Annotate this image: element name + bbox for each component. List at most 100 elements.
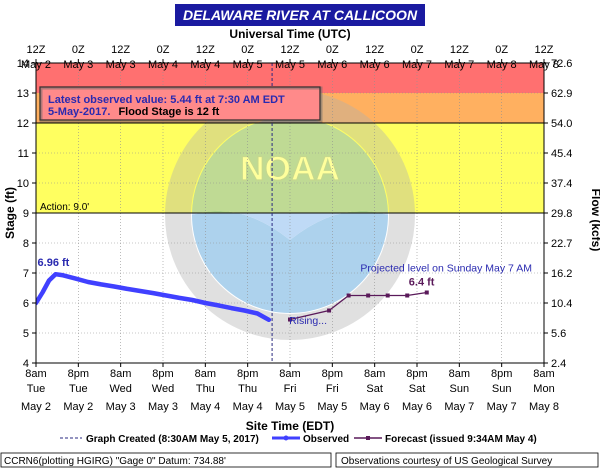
stage-tick-label: 9: [23, 208, 29, 220]
observed-peak-label: 6.96 ft: [38, 257, 70, 269]
observed-point: [177, 296, 182, 300]
time-tick-hour: 8pm: [152, 368, 173, 380]
time-tick-date: May 7: [487, 401, 517, 413]
time-tick-day: Tue: [27, 383, 46, 395]
time-tick-day: Sun: [492, 383, 512, 395]
flow-tick-label: 72.6: [551, 58, 572, 70]
utc-tick-hour: 0Z: [495, 44, 508, 56]
legend-created-label: Graph Created (8:30AM May 5, 2017): [86, 434, 259, 445]
time-tick-day: Thu: [238, 383, 257, 395]
annotations: 6.96 ft 6.4 ft Projected level on Sunday M…: [38, 257, 532, 327]
title-banner: [175, 4, 425, 26]
footer-credit-box: [335, 452, 599, 468]
stage-tick-label: 14: [17, 58, 29, 70]
time-tick-hour: 8pm: [68, 368, 89, 380]
top-axis-title: Universal Time (UTC): [229, 27, 350, 41]
observed-point: [203, 301, 208, 305]
bottom-axis-title: Site Time (EDT): [246, 419, 334, 433]
observed-point: [47, 278, 51, 283]
stage-tick-label: 11: [18, 148, 29, 160]
time-tick-date: May 6: [360, 401, 390, 413]
legend-forecast-label: Forecast (issued 9:34AM May 4): [385, 434, 537, 445]
observed-point: [138, 289, 143, 293]
forecast-point: [385, 293, 390, 298]
utc-tick-date: May 4: [190, 59, 220, 71]
flow-tick-label: 5.6: [551, 328, 566, 340]
rising-label: Rising...: [289, 315, 327, 327]
stage-tick-label: 7: [23, 268, 29, 280]
stage-tick-label: 10: [17, 178, 29, 190]
time-tick-date: May 4: [233, 401, 263, 413]
time-tick-hour: 8am: [449, 368, 470, 380]
time-tick-hour: 8am: [364, 368, 385, 380]
time-tick-date: May 8: [529, 401, 559, 413]
observed-point: [255, 311, 260, 316]
utc-tick-hour: 12Z: [27, 44, 46, 56]
right-axis-title: Flow (kcfs): [589, 189, 600, 252]
utc-tick-date: May 4: [148, 59, 178, 71]
time-tick-date: May 7: [444, 401, 474, 413]
forecast-point: [327, 308, 332, 313]
utc-tick-hour: 12Z: [365, 44, 384, 56]
utc-tick-date: May 6: [360, 59, 390, 71]
flow-tick-label: 10.4: [551, 298, 572, 310]
utc-tick-hour: 12Z: [450, 44, 469, 56]
legend-observed-label: Observed: [303, 434, 349, 445]
observed-point: [242, 308, 247, 313]
axes: 4 5 6 7 8 9 10 11 12 13 14 2.4 5.6 10.4 16.2 22.7 29.8 37…: [17, 44, 573, 413]
time-tick-day: Tue: [69, 383, 88, 395]
forecast-end-label: 6.4 ft: [409, 277, 435, 289]
time-tick-hour: 8pm: [491, 368, 512, 380]
observed-point: [190, 298, 195, 302]
utc-tick-date: May 5: [275, 59, 305, 71]
observed-point: [112, 284, 116, 289]
time-tick-day: Sat: [409, 383, 426, 395]
observed-point: [229, 306, 234, 310]
stage-tick-label: 5: [23, 328, 29, 340]
time-tick-date: May 5: [317, 401, 347, 413]
time-tick-day: Wed: [152, 383, 174, 395]
flow-tick-label: 22.7: [551, 238, 572, 250]
time-tick-hour: 8pm: [406, 368, 427, 380]
time-tick-hour: 8am: [279, 368, 300, 380]
latest-observation-box: Latest observed value: 5.44 ft at 7:30 A…: [39, 86, 323, 123]
legend-forecast-marker: [366, 436, 370, 440]
utc-tick-hour: 0Z: [157, 44, 170, 56]
observed-point: [164, 293, 169, 298]
time-tick-hour: 8am: [533, 368, 554, 380]
flow-tick-label: 29.8: [551, 208, 572, 220]
footer-credit: Observations courtesy of US Geological S…: [341, 456, 552, 467]
utc-tick-hour: 12Z: [111, 44, 130, 56]
left-axis-title: Stage (ft): [3, 187, 17, 239]
time-tick-hour: 8am: [110, 368, 131, 380]
flow-tick-label: 54.0: [551, 118, 572, 130]
time-tick-date: May 4: [190, 401, 220, 413]
flood-stage-text: Flood Stage is 12 ft: [118, 106, 219, 118]
noaa-watermark: NOAA: [165, 90, 415, 340]
time-tick-hour: 8am: [195, 368, 216, 380]
time-tick-hour: 8pm: [237, 368, 258, 380]
footer-datum: CCRN6(plotting HGIRG) "Gage 0" Datum: 73…: [4, 456, 226, 467]
time-tick-day: Sat: [366, 383, 383, 395]
utc-tick-date: May 7: [444, 59, 474, 71]
observed-point: [99, 282, 103, 287]
forecast-point: [366, 293, 371, 298]
time-tick-day: Thu: [196, 383, 215, 395]
stage-tick-label: 8: [23, 238, 29, 250]
chart-title: DELAWARE RIVER AT CALLICOON: [183, 7, 418, 23]
time-tick-date: May 3: [148, 401, 178, 413]
utc-tick-hour: 12Z: [281, 44, 300, 56]
observed-point: [73, 276, 77, 281]
svg-text:5-May-2017. Flood Stage: 5-May-2017. Flood Stage is 12 ft: [48, 106, 220, 118]
forecast-point: [346, 293, 351, 298]
time-tick-hour: 8am: [25, 368, 46, 380]
latest-observed-date: 5-May-2017.: [48, 106, 110, 118]
forecast-point: [405, 293, 410, 298]
stage-tick-label: 12: [17, 118, 29, 130]
utc-tick-hour: 12Z: [196, 44, 215, 56]
time-tick-date: May 5: [275, 401, 305, 413]
utc-tick-date: May 3: [106, 59, 136, 71]
observed-point: [125, 287, 129, 291]
projected-level-label: Projected level on Sunday May 7 AM: [360, 263, 532, 275]
